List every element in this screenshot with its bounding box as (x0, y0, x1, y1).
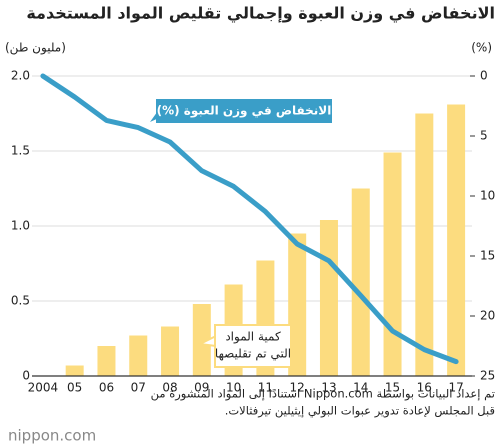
bar (383, 152, 402, 376)
source-line: قبل المجلس لإعادة تدوير عبوات البولي إيث… (225, 404, 495, 419)
x-tick-label: 17 (448, 381, 463, 395)
y2-tick-label: 15 (480, 249, 495, 263)
legend-box (214, 324, 292, 368)
y-tick-label: 2.0 (11, 69, 30, 83)
bar (161, 326, 180, 376)
y2-tick-label: 10 (480, 189, 495, 203)
x-tick-label: 13 (321, 381, 336, 395)
y-tick-label: 1.5 (11, 144, 30, 158)
x-tick-label: 10 (226, 381, 241, 395)
x-tick-label: 09 (194, 381, 209, 395)
line (40, 73, 459, 365)
y-tick-label: 1.0 (11, 219, 30, 233)
y-tick-label: 0.5 (11, 294, 30, 308)
y-axis-label: (مليون طن) (5, 41, 66, 56)
legend-label: كمية المواد (225, 330, 281, 345)
legend-box (156, 99, 332, 123)
y2-axis-label: (%) (471, 41, 492, 55)
callout-pointer (196, 335, 217, 347)
x-tick-label: 15 (385, 381, 400, 395)
legend-label: الانخفاض في وزن العبوة (%) (157, 104, 332, 119)
bar (319, 220, 338, 376)
y2-tick-label: 20 (480, 309, 495, 323)
x-tick-label: 2004 (28, 381, 59, 395)
bar (351, 188, 370, 376)
y2-tick-label: 5 (480, 129, 488, 143)
source-line: تم إعداد البيانات بواسطة Nippon.com استن… (151, 387, 495, 402)
bar (129, 335, 148, 376)
y2-tick-label: 25 (480, 369, 495, 383)
bar (65, 365, 84, 376)
x-tick-label: 12 (290, 381, 305, 395)
bar (192, 304, 211, 376)
logo: nippon.com (8, 427, 96, 445)
x-tick-label: 06 (99, 381, 114, 395)
x-tick-label: 07 (131, 381, 146, 395)
bar (447, 104, 466, 376)
x-tick-label: 05 (67, 381, 82, 395)
x-tick-label: 11 (258, 381, 273, 395)
chart-title: الانخفاض في وزن العبوة وإجمالي تقليص الم… (26, 4, 495, 24)
bar (97, 346, 116, 376)
legend-label: التي تم تقليصها (215, 347, 291, 361)
x-tick-label: 14 (353, 381, 368, 395)
x-tick-label: 16 (417, 381, 432, 395)
y-tick-label: 0 (22, 369, 30, 383)
x-tick-label: 08 (162, 381, 177, 395)
bar (288, 233, 307, 376)
y2-tick-label: 0 (480, 69, 488, 83)
bar (415, 113, 434, 376)
